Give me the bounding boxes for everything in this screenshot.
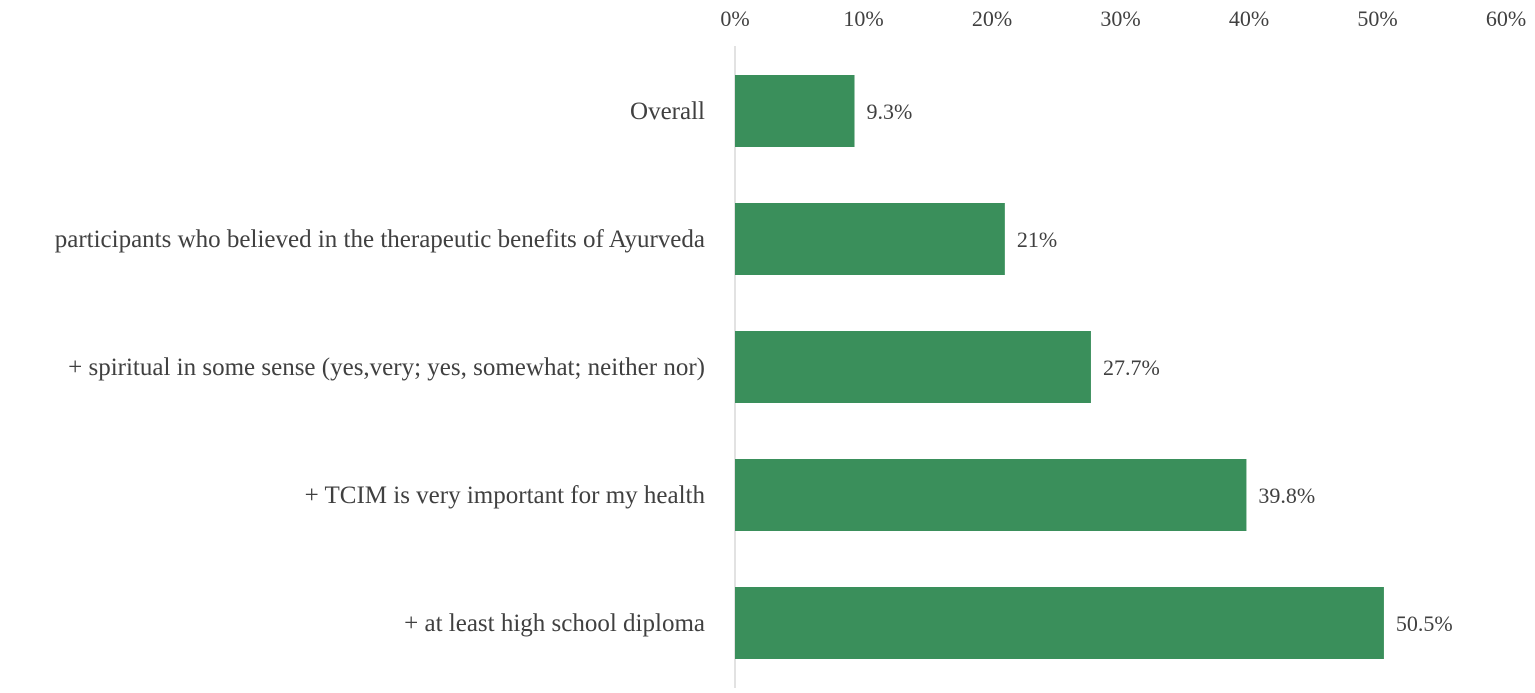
x-tick-label: 0% — [720, 6, 749, 31]
x-tick-label: 30% — [1100, 6, 1140, 31]
category-label: + TCIM is very important for my health — [305, 482, 706, 509]
x-tick-label: 50% — [1357, 6, 1397, 31]
bars — [735, 75, 1384, 659]
category-label: participants who believed in the therape… — [55, 226, 705, 253]
x-tick-label: 10% — [843, 6, 883, 31]
x-tick-label: 60% — [1486, 6, 1526, 31]
data-label: 27.7% — [1103, 355, 1160, 380]
x-axis-ticks: 0% 10% 20% 30% 40% 50% 60% — [720, 6, 1526, 31]
bar — [735, 203, 1005, 275]
data-label: 9.3% — [867, 99, 913, 124]
bar — [735, 459, 1247, 531]
category-label: Overall — [630, 98, 705, 125]
x-tick-label: 40% — [1229, 6, 1269, 31]
category-label: + at least high school diploma — [404, 610, 705, 637]
category-label: + spiritual in some sense (yes,very; yes… — [68, 354, 705, 381]
bar — [735, 331, 1091, 403]
data-label: 39.8% — [1258, 483, 1315, 508]
data-label: 50.5% — [1396, 611, 1453, 636]
bar — [735, 587, 1384, 659]
data-label: 21% — [1017, 227, 1057, 252]
bar — [735, 75, 855, 147]
x-tick-label: 20% — [972, 6, 1012, 31]
data-labels: 9.3% 21% 27.7% 39.8% 50.5% — [867, 99, 1453, 636]
category-labels: Overall participants who believed in the … — [55, 98, 706, 637]
